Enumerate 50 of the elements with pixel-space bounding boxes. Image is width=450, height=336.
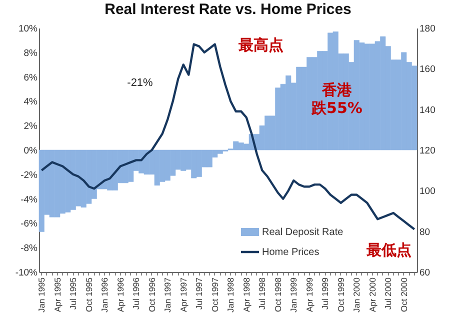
y2-tick-label: 160 <box>420 64 436 76</box>
legend-label: Real Deposit Rate <box>262 227 344 238</box>
y2-tick-label: 60 <box>420 268 430 278</box>
x-tick-label: Apr 2000 <box>367 277 378 312</box>
y-tick-label: -6% <box>20 218 38 230</box>
y2-tick-label: 80 <box>420 226 430 238</box>
annotation: 最高点 <box>238 36 284 54</box>
x-tick-label: Jul 1998 <box>257 277 268 310</box>
x-tick-label: Oct 1996 <box>146 277 157 312</box>
x-tick-label: Oct 1995 <box>84 277 94 312</box>
y2-tick-label: 120 <box>420 146 436 156</box>
x-tick-label: Apr 1999 <box>304 277 314 312</box>
x-tick-label: Jul 1996 <box>131 277 142 310</box>
chart-title: Real Interest Rate vs. Home Prices <box>104 1 352 18</box>
x-tick-label: Apr 1995 <box>52 277 62 312</box>
x-tick-label: Jan 1997 <box>162 277 173 312</box>
x-tick-label: Oct 1999 <box>336 277 346 312</box>
x-tick-label: Apr 1998 <box>241 277 252 312</box>
x-tick-label: Jul 1995 <box>68 277 78 310</box>
x-tick-label: Jul 1999 <box>320 277 330 310</box>
y2-tick-label: 100 <box>420 186 436 198</box>
y-tick-label: -4% <box>20 194 38 206</box>
x-tick-label: Apr 1996 <box>115 277 126 312</box>
x-tick-label: Jan 1999 <box>288 277 299 312</box>
x-tick-label: Oct 1997 <box>210 277 220 312</box>
y-tick-label: 0% <box>24 146 38 156</box>
y-tick-label: 6% <box>24 72 38 84</box>
y-tick-label: 4% <box>24 96 38 108</box>
legend-label: Home Prices <box>262 247 320 258</box>
y-tick-label: -10% <box>15 268 38 278</box>
annotation: 香港 <box>321 81 353 99</box>
y-tick-label: 2% <box>24 121 38 132</box>
y2-tick-label: 140 <box>420 104 436 116</box>
x-tick-label: Oct 2000 <box>398 277 409 312</box>
x-tick-label: Jul 1997 <box>194 277 204 310</box>
annotation: 跌55% <box>310 99 362 117</box>
x-tick-label: Jan 2000 <box>352 277 362 312</box>
x-tick-label: Jan 1996 <box>100 277 110 312</box>
y-tick-label: -8% <box>20 243 38 254</box>
annotation: -21% <box>127 77 154 89</box>
y2-tick-label: 180 <box>420 24 436 34</box>
y-tick-label: 8% <box>24 48 38 59</box>
y-tick-label: 10% <box>18 24 38 34</box>
y-tick-label: -2% <box>20 170 38 181</box>
x-tick-label: Oct 1998 <box>272 277 283 312</box>
annotation: 最低点 <box>366 241 412 259</box>
x-tick-label: Jul 2000 <box>383 277 394 310</box>
x-tick-label: Apr 1997 <box>178 277 188 312</box>
x-tick-label: Jan 1998 <box>226 277 236 312</box>
x-tick-label: Jan 1995 <box>36 277 47 312</box>
